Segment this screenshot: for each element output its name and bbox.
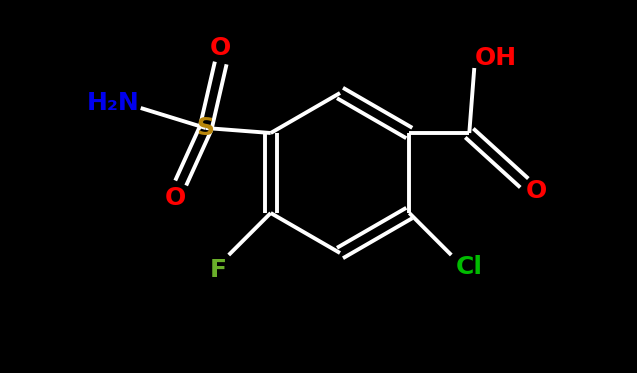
Text: O: O	[165, 186, 187, 210]
Text: O: O	[210, 36, 231, 60]
Text: O: O	[526, 179, 547, 203]
Text: F: F	[210, 258, 227, 282]
Text: H₂N: H₂N	[87, 91, 139, 115]
Text: OH: OH	[475, 46, 517, 70]
Text: S: S	[197, 116, 215, 140]
Text: Cl: Cl	[456, 255, 483, 279]
